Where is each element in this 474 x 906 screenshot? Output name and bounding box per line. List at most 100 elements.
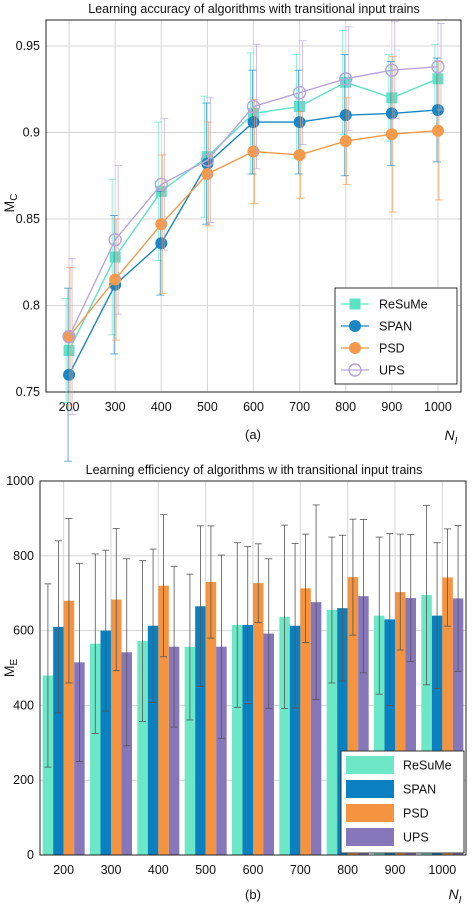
chart-b-xtick-label: 300 bbox=[101, 863, 122, 877]
chart-b-legend-label: UPS bbox=[403, 831, 429, 845]
chart-b-title: Learning efficiency of algorithms w ith … bbox=[86, 463, 423, 477]
svg-text:MC: MC bbox=[1, 194, 20, 213]
chart-b-bar bbox=[121, 652, 132, 855]
chart-a-point bbox=[247, 145, 260, 158]
chart-b-bar bbox=[147, 625, 159, 855]
chart-a-point bbox=[339, 72, 353, 86]
chart-b-bar bbox=[195, 606, 206, 855]
chart-a-point bbox=[339, 135, 352, 148]
chart-b-legend-swatch bbox=[346, 804, 394, 822]
chart-a-axes-frame bbox=[45, 19, 462, 393]
chart-b-ytick-label: 1000 bbox=[6, 474, 34, 488]
chart-a-ylabel: MC bbox=[1, 194, 20, 213]
chart-b-xtick-label: 700 bbox=[290, 863, 311, 877]
chart-b-errors-psd bbox=[65, 514, 452, 684]
chart-a-point bbox=[386, 92, 398, 104]
chart-b-bar bbox=[111, 599, 122, 855]
chart-a-ytick-label: 0.9 bbox=[23, 125, 40, 139]
chart-a-point bbox=[385, 107, 398, 120]
chart-a-point bbox=[201, 167, 214, 180]
chart-a-legend-label: SPAN bbox=[379, 320, 412, 334]
chart-b-bar bbox=[242, 624, 253, 855]
chart-a-legend-marker bbox=[349, 342, 361, 354]
chart-b-bar bbox=[100, 630, 111, 855]
chart-b-legend-label: ReSuMe bbox=[403, 759, 452, 773]
chart-a-point bbox=[109, 273, 122, 286]
chart-b-panel-label: (b) bbox=[245, 887, 261, 902]
chart-a-xtick-label: 500 bbox=[197, 400, 218, 414]
accuracy-line-chart: Learning accuracy of algorithms with tra… bbox=[1, 2, 462, 462]
chart-a-point bbox=[248, 107, 259, 119]
chart-a-xtick-label: 300 bbox=[105, 400, 126, 414]
chart-a-series-resume bbox=[62, 29, 444, 403]
chart-b-xtick-label: 1000 bbox=[428, 863, 456, 877]
chart-b-bar bbox=[310, 602, 322, 855]
chart-b-ytick-label: 400 bbox=[13, 698, 34, 712]
chart-a-point bbox=[154, 177, 168, 192]
chart-a-point bbox=[200, 153, 215, 167]
chart-b-ytick-label: 0 bbox=[27, 848, 34, 862]
svg-text:NI: NI bbox=[449, 886, 462, 906]
chart-b-bar bbox=[216, 646, 227, 855]
chart-a-panel-label: (a) bbox=[245, 427, 261, 442]
chart-b-bar bbox=[184, 647, 196, 855]
chart-a-point bbox=[155, 218, 168, 231]
chart-a-point bbox=[63, 344, 75, 356]
chart-b-ytick-label: 800 bbox=[13, 549, 34, 563]
chart-b-bar bbox=[263, 633, 274, 855]
chart-b-bar bbox=[374, 615, 385, 855]
chart-b-bar bbox=[168, 646, 180, 855]
chart-b-bar bbox=[337, 608, 348, 855]
chart-b-xtick-label: 600 bbox=[243, 863, 264, 877]
chart-b-bar bbox=[289, 625, 301, 855]
chart-a-legend-marker bbox=[349, 320, 361, 332]
chart-a-point bbox=[340, 76, 352, 88]
chart-b-bar bbox=[63, 600, 75, 855]
chart-a-point bbox=[247, 116, 260, 129]
chart-b-bar bbox=[384, 619, 395, 855]
chart-a-series-line bbox=[68, 66, 438, 337]
chart-a-point bbox=[293, 116, 306, 129]
chart-a-xtick-label: 1000 bbox=[424, 400, 452, 414]
chart-b-bar bbox=[431, 615, 443, 855]
chart-b-series-span bbox=[53, 606, 443, 855]
chart-a-point bbox=[293, 148, 306, 161]
chart-b-bar bbox=[205, 581, 217, 855]
chart-a-legend: ReSuMe SPAN PSD UPS bbox=[334, 287, 458, 385]
chart-a-legend-label: PSD bbox=[379, 342, 405, 356]
chart-b-bar bbox=[326, 610, 338, 855]
chart-a-series-ups bbox=[62, 21, 445, 415]
chart-b-bar bbox=[279, 616, 290, 855]
chart-b-errors-span bbox=[54, 525, 441, 714]
chart-a-point bbox=[246, 99, 261, 114]
chart-b-xtick-label: 500 bbox=[195, 863, 216, 877]
chart-b-bar bbox=[347, 577, 359, 855]
chart-a-ytick-label: 0.8 bbox=[23, 298, 40, 312]
chart-a-point bbox=[431, 60, 445, 74]
chart-b-bar bbox=[405, 598, 416, 855]
chart-b-ytick-label: 600 bbox=[13, 624, 34, 638]
chart-a-point bbox=[294, 101, 306, 113]
chart-b-xtick-label: 900 bbox=[385, 863, 406, 877]
chart-a-point bbox=[431, 124, 444, 137]
chart-b-xtick-label: 800 bbox=[337, 863, 358, 877]
chart-a-ytick-label: 0.75 bbox=[16, 385, 40, 399]
chart-a-point bbox=[385, 63, 399, 77]
chart-b-legend: ReSuMe SPAN PSD UPS bbox=[340, 750, 465, 854]
chart-a-point bbox=[63, 368, 76, 381]
chart-a-ytick-label: 0.85 bbox=[16, 212, 40, 226]
chart-a-legend-label: ReSuMe bbox=[379, 298, 428, 312]
chart-b-errors-ups bbox=[75, 504, 462, 762]
chart-a-point bbox=[108, 233, 122, 247]
chart-a-xlabel: NI bbox=[445, 427, 458, 447]
chart-b-bar bbox=[300, 588, 311, 855]
chart-b-bar bbox=[90, 643, 101, 855]
chart-b-bar bbox=[442, 577, 453, 855]
chart-b-legend-swatch bbox=[346, 756, 394, 774]
chart-b-bar bbox=[358, 596, 369, 855]
chart-b-series-psd bbox=[63, 577, 453, 855]
chart-a-legend-marker bbox=[348, 363, 362, 377]
chart-a-point bbox=[62, 329, 76, 344]
chart-b-legend-swatch bbox=[346, 828, 394, 846]
